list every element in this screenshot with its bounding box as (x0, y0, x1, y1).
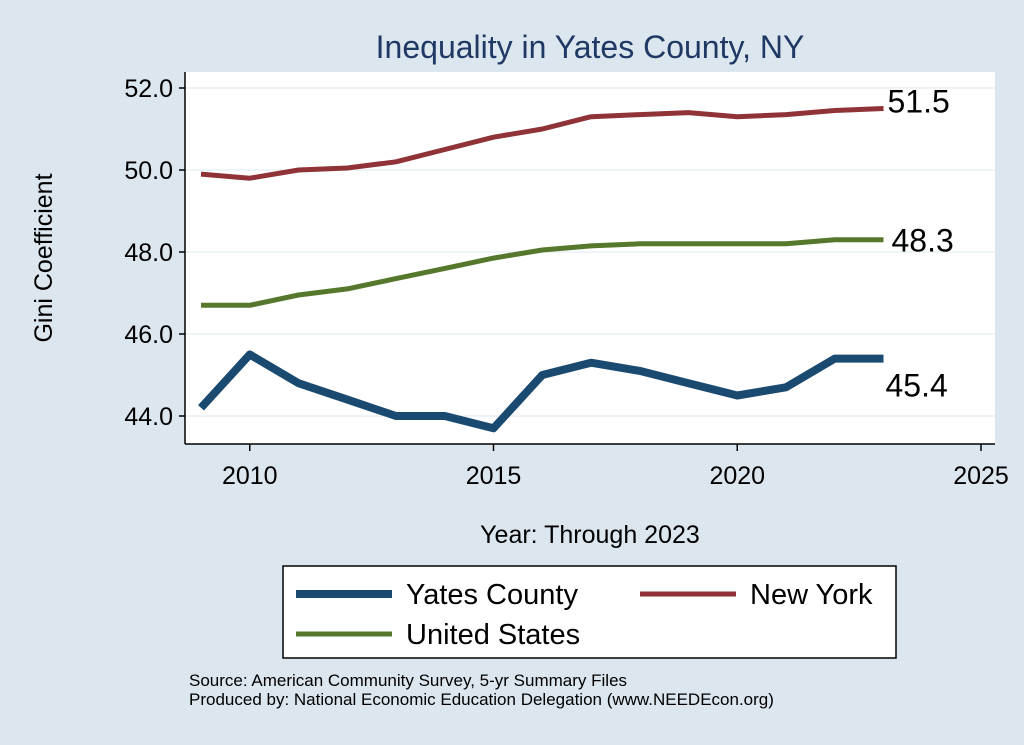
legend-label-united-states: United States (406, 619, 580, 651)
series-line-united-states (201, 237, 884, 308)
source-note: Source: American Community Survey, 5-yr … (189, 671, 628, 690)
x-tick-label: 2020 (709, 462, 765, 490)
series-line-new-york (200, 106, 884, 181)
y-axis-ticks: 44.0 46.0 48.0 50.0 52.0 (124, 75, 185, 431)
y-tick-label: 48.0 (124, 239, 173, 267)
x-tick-label: 2025 (953, 462, 1009, 490)
end-label-yates-county: 45.4 (886, 368, 948, 404)
series-end-labels: 45.4 51.5 48.3 (886, 84, 954, 404)
legend-label-new-york: New York (750, 579, 873, 611)
chart-title: Inequality in Yates County, NY (376, 29, 805, 65)
series-lines (198, 106, 884, 433)
y-tick-label: 50.0 (124, 157, 173, 185)
legend-box (282, 565, 897, 659)
end-label-new-york: 51.5 (888, 84, 950, 120)
legend: Yates County New York United States (282, 565, 897, 659)
y-tick-label: 46.0 (124, 321, 173, 349)
producer-note: Produced by: National Economic Education… (189, 690, 774, 709)
series-line-yates-county (198, 350, 884, 433)
y-axis-title: Gini Coefficient (30, 173, 58, 342)
legend-label-yates-county: Yates County (406, 579, 578, 611)
x-tick-label: 2015 (466, 462, 522, 490)
x-axis-title: Year: Through 2023 (480, 521, 700, 549)
y-tick-label: 44.0 (124, 403, 173, 431)
axes (184, 72, 995, 445)
y-tick-label: 52.0 (124, 75, 173, 103)
end-label-united-states: 48.3 (892, 223, 954, 259)
x-axis-ticks: 2010 2015 2020 2025 (222, 444, 1009, 490)
plot-area (185, 72, 995, 444)
x-tick-label: 2010 (222, 462, 278, 490)
